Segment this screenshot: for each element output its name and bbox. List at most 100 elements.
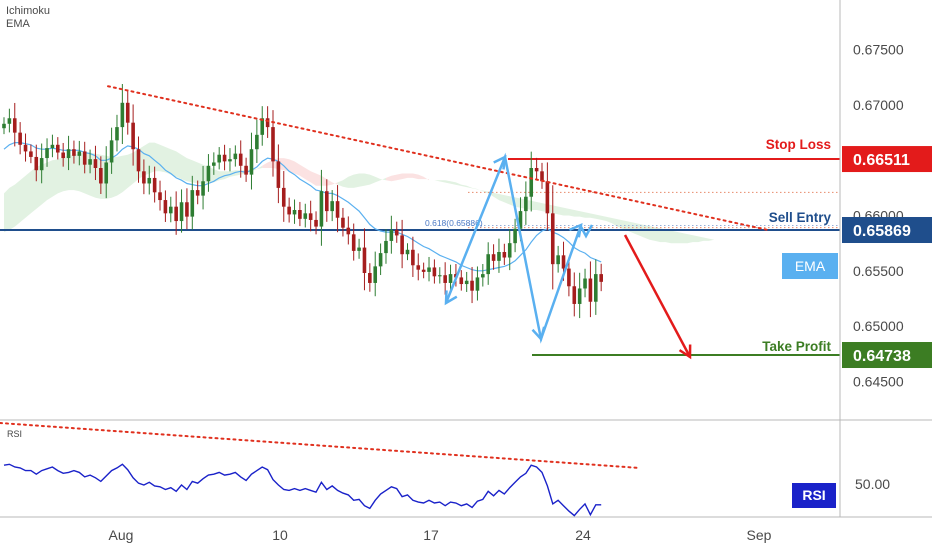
candle-body bbox=[190, 190, 195, 217]
candle bbox=[72, 140, 76, 164]
candle-body bbox=[481, 274, 485, 278]
candle-body bbox=[249, 149, 254, 175]
candle-body bbox=[577, 288, 582, 304]
candle bbox=[260, 106, 265, 146]
candle bbox=[368, 263, 372, 292]
candle bbox=[594, 259, 598, 315]
candle-body bbox=[50, 144, 55, 149]
candle-body bbox=[93, 159, 98, 168]
candle-body bbox=[308, 213, 313, 220]
price-tag-box bbox=[842, 146, 932, 173]
candle-body bbox=[362, 247, 367, 273]
candle bbox=[378, 243, 383, 276]
candle bbox=[411, 236, 415, 278]
candle bbox=[50, 134, 55, 158]
candle bbox=[502, 243, 507, 265]
candle bbox=[588, 261, 593, 318]
ema-line bbox=[3, 142, 602, 272]
candle-body bbox=[400, 235, 404, 255]
candle-body bbox=[66, 149, 71, 159]
rsi-y-tick-label: 50.00 bbox=[855, 476, 890, 492]
candle-body bbox=[314, 219, 318, 227]
candle bbox=[545, 162, 550, 231]
candle-body bbox=[583, 278, 587, 289]
candle bbox=[206, 154, 211, 192]
resistance-trendline bbox=[107, 85, 769, 232]
candle-body bbox=[427, 267, 431, 272]
unused-head bbox=[578, 224, 594, 239]
price-tag-box bbox=[842, 342, 932, 369]
candle bbox=[158, 180, 162, 211]
candle bbox=[491, 244, 496, 270]
indicator-ichimoku-label: Ichimoku bbox=[6, 5, 51, 17]
candle-body bbox=[497, 252, 501, 261]
candle bbox=[303, 203, 308, 228]
candle-body bbox=[394, 229, 399, 236]
candle-body bbox=[201, 181, 205, 196]
candle-body bbox=[475, 277, 480, 291]
candle bbox=[249, 132, 254, 190]
candle bbox=[470, 266, 474, 304]
candle bbox=[115, 114, 119, 152]
y-tick-label: 0.64500 bbox=[853, 373, 904, 389]
candle-body bbox=[115, 127, 119, 141]
candle bbox=[109, 127, 114, 174]
candle bbox=[421, 262, 426, 279]
candle-body bbox=[82, 151, 87, 165]
candle-body bbox=[276, 161, 281, 188]
candle-body bbox=[281, 187, 286, 207]
candle bbox=[550, 185, 555, 290]
candle-body bbox=[507, 243, 512, 258]
candle bbox=[394, 221, 399, 243]
x-tick-label: Aug bbox=[109, 527, 134, 543]
candle-body bbox=[325, 191, 329, 212]
candle bbox=[18, 122, 22, 155]
rsi-legend-label: RSI bbox=[7, 429, 22, 439]
candle bbox=[12, 102, 17, 147]
price-tag-label: 0.64738 bbox=[853, 348, 911, 365]
candle-body bbox=[61, 152, 65, 159]
candle bbox=[39, 143, 44, 184]
candle-body bbox=[212, 162, 216, 166]
candle-body bbox=[513, 228, 517, 244]
candle-body bbox=[136, 149, 141, 172]
candle bbox=[212, 152, 216, 175]
candle-body bbox=[244, 165, 248, 175]
candle-body bbox=[29, 151, 33, 157]
candle-body bbox=[56, 144, 60, 153]
candle bbox=[147, 165, 152, 195]
candle bbox=[448, 264, 453, 292]
candle-body bbox=[368, 273, 372, 283]
candle-body bbox=[120, 102, 125, 128]
candle bbox=[319, 169, 324, 246]
candle bbox=[292, 199, 297, 224]
candle bbox=[195, 180, 200, 205]
candle bbox=[66, 135, 71, 171]
candle bbox=[23, 133, 28, 162]
candle-body bbox=[195, 190, 200, 196]
candle bbox=[534, 157, 539, 181]
candle-body bbox=[373, 266, 378, 283]
candle bbox=[486, 242, 490, 285]
candle bbox=[325, 179, 329, 222]
candle bbox=[244, 157, 248, 182]
y-tick-label: 0.67500 bbox=[853, 42, 904, 58]
candle-body bbox=[491, 254, 496, 261]
candle bbox=[351, 223, 356, 261]
candle bbox=[217, 147, 221, 170]
ema-tag-label: EMA bbox=[795, 258, 826, 274]
candle-body bbox=[599, 274, 603, 282]
candle bbox=[384, 229, 388, 264]
candle-body bbox=[23, 144, 28, 152]
candle bbox=[104, 146, 109, 199]
candle bbox=[314, 211, 318, 235]
candle-body bbox=[174, 206, 178, 222]
rsi-line bbox=[3, 463, 602, 517]
candle bbox=[373, 251, 378, 297]
candle-body bbox=[217, 154, 221, 163]
candle bbox=[335, 185, 340, 233]
candle-body bbox=[384, 240, 388, 254]
candle-body bbox=[163, 200, 168, 214]
candle-body bbox=[518, 211, 523, 229]
